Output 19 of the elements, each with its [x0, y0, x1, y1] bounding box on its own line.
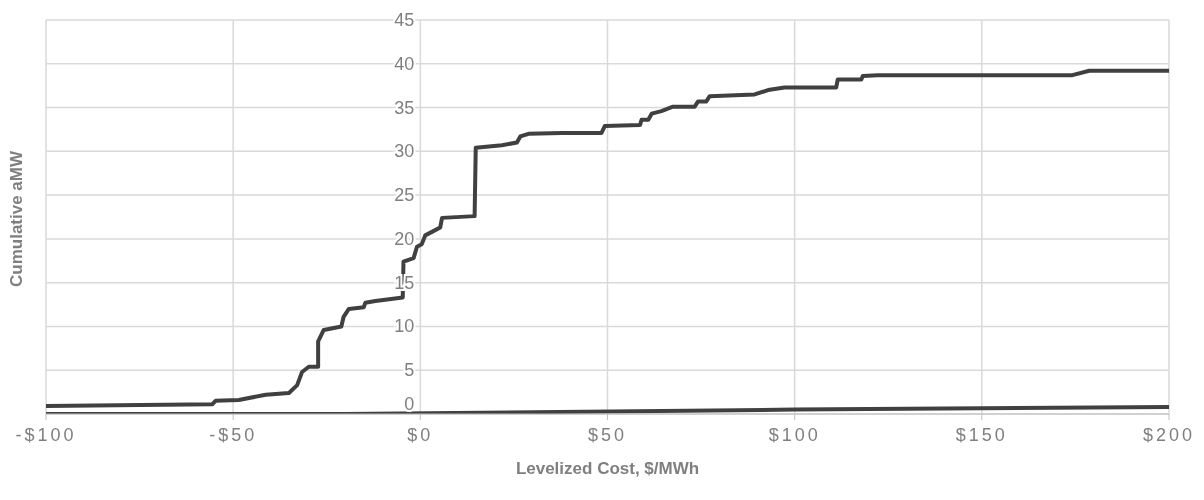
- x-tick-label: -$100: [15, 424, 77, 445]
- y-tick-label: 10: [394, 316, 415, 337]
- x-tick-label: $50: [587, 424, 628, 445]
- y-tick-label: 30: [394, 141, 415, 162]
- y-tick-label: 25: [394, 185, 415, 206]
- x-tick-label: $100: [768, 424, 821, 445]
- y-tick-label: 35: [394, 97, 415, 118]
- y-tick-label: 40: [394, 53, 415, 74]
- x-tick-label: $0: [407, 424, 434, 445]
- y-tick-label: 5: [404, 360, 415, 381]
- x-tick-label: -$50: [209, 424, 258, 445]
- y-tick-label: 45: [394, 10, 415, 30]
- line-series: [46, 68, 1169, 409]
- y-tick-label: 20: [394, 228, 415, 249]
- x-axis-title: Levelized Cost, $/MWh: [515, 459, 700, 478]
- y-axis-title: Cumulative aMW: [7, 150, 27, 287]
- x-tick-label: $150: [955, 424, 1008, 445]
- x-tick-label: $200: [1142, 424, 1196, 445]
- y-tick-label: 0: [404, 394, 415, 414]
